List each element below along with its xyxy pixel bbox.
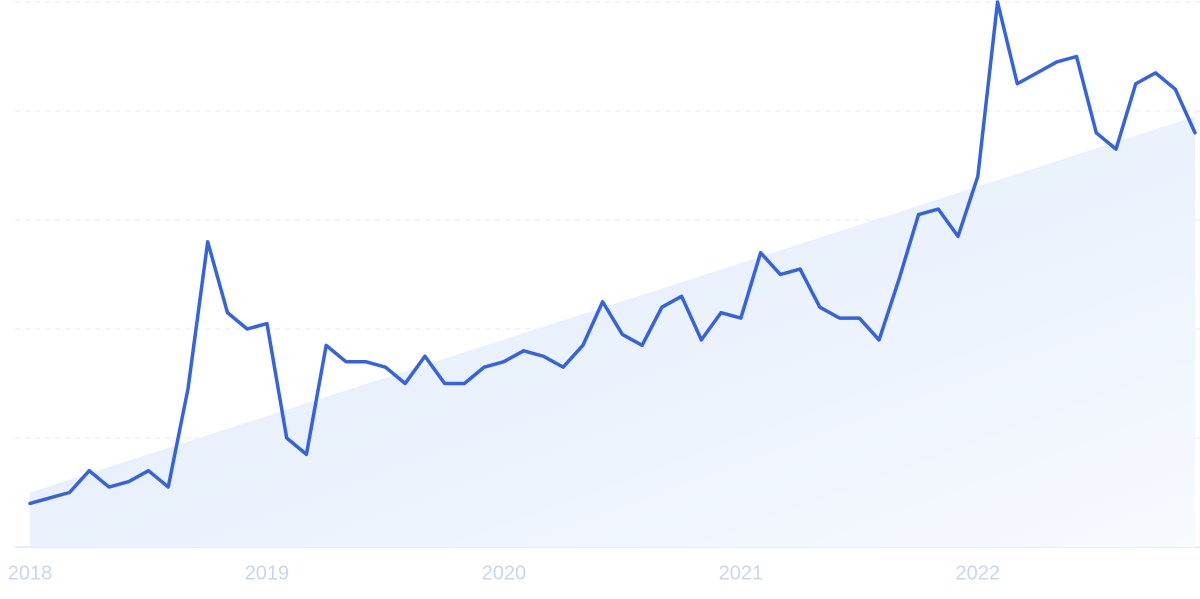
- x-tick-label: 2018: [8, 562, 53, 584]
- x-tick-label: 2022: [956, 562, 1001, 584]
- trend-area: [30, 116, 1195, 547]
- x-tick-label: 2020: [482, 562, 527, 584]
- x-tick-label: 2021: [719, 562, 764, 584]
- trend-line: [28, 0, 1197, 506]
- x-tick-label: 2019: [245, 562, 290, 584]
